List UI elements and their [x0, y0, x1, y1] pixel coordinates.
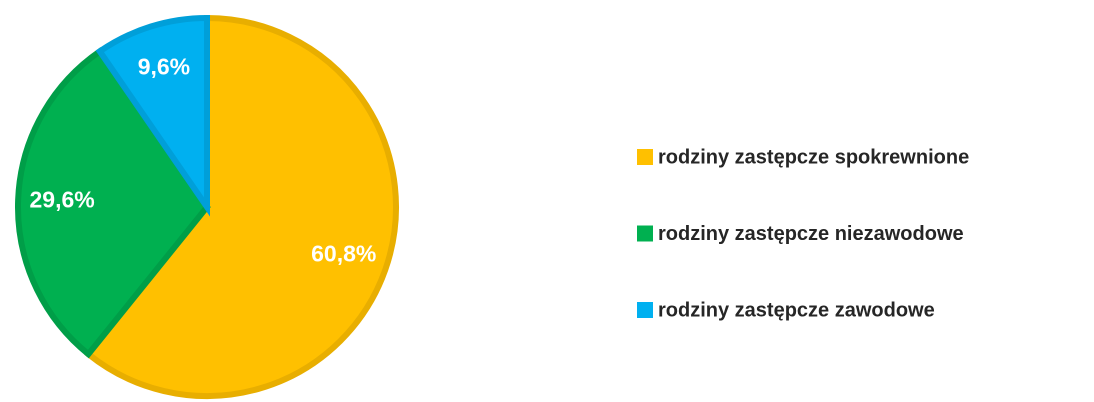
- slice-label: 9,6%: [138, 54, 190, 80]
- pie-slice: [15, 47, 211, 359]
- legend-label: rodziny zastępcze spokrewnione: [658, 146, 969, 168]
- slice-label: 29,6%: [29, 187, 94, 213]
- legend-swatch: [637, 225, 653, 242]
- pie-slice: [95, 14, 210, 217]
- legend-swatch: [637, 149, 653, 165]
- legend-swatch: [637, 302, 653, 318]
- legend-label: rodziny zastępcze zawodowe: [658, 299, 935, 321]
- slice-label: 60,8%: [311, 240, 376, 266]
- pie-slice: [84, 14, 399, 399]
- legend-label: rodziny zastępcze niezawodowe: [658, 223, 964, 245]
